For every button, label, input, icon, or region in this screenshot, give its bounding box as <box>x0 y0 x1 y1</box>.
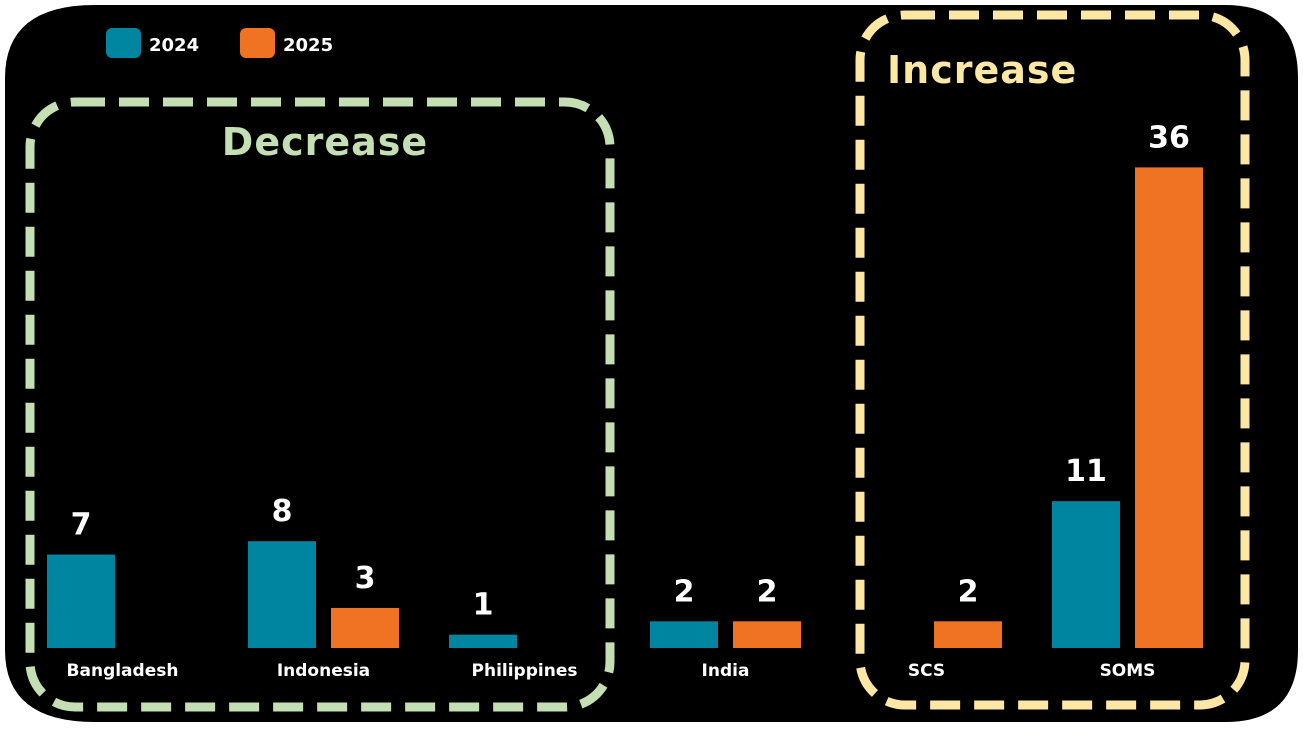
decrease-annotation-label: Decrease <box>222 120 428 164</box>
increase-annotation-box <box>855 10 1250 710</box>
tick-label-indonesia: Indonesia <box>277 661 370 681</box>
bar-philippines-2024 <box>449 634 517 648</box>
chart-background <box>5 5 1298 722</box>
data-label-indonesia-2024: 8 <box>272 494 293 529</box>
data-label-soms-2025: 36 <box>1148 120 1190 155</box>
bar-indonesia-2025 <box>331 607 399 648</box>
legend-label-2025: 2025 <box>283 35 333 56</box>
data-label-india-2024: 2 <box>674 574 695 609</box>
decrease-annotation-box <box>25 97 615 712</box>
data-label-bangladesh-2024: 7 <box>71 508 92 543</box>
data-label-scs-2025: 2 <box>958 574 979 609</box>
tick-label-soms: SOMS <box>1100 661 1156 681</box>
bars-group: 7 8 3 1 2 2 2 11 36 <box>47 120 1203 648</box>
legend-swatch-2025 <box>240 28 275 58</box>
tick-label-scs: SCS <box>908 661 945 681</box>
legend-label-2024: 2024 <box>149 35 199 56</box>
tick-label-bangladesh: Bangladesh <box>67 661 179 681</box>
bar-soms-2025 <box>1135 167 1203 648</box>
data-label-philippines-2024: 1 <box>473 588 494 623</box>
legend: 2024 2025 <box>106 28 333 58</box>
bar-bangladesh-2024 <box>47 554 115 648</box>
bar-soms-2024 <box>1052 501 1120 648</box>
bar-indonesia-2024 <box>248 541 316 648</box>
bar-india-2025 <box>733 621 801 648</box>
x-axis-tick-labels: Bangladesh Indonesia Philippines India SCS SO… <box>67 661 1156 681</box>
increase-annotation-label: Increase <box>887 48 1077 92</box>
bar-india-2024 <box>650 621 718 648</box>
data-label-indonesia-2025: 3 <box>355 561 376 596</box>
tick-label-philippines: Philippines <box>472 661 578 681</box>
legend-swatch-2024 <box>106 28 141 58</box>
data-label-soms-2024: 11 <box>1065 454 1107 489</box>
bar-scs-2025 <box>934 621 1002 648</box>
data-label-india-2025: 2 <box>757 574 778 609</box>
tick-label-india: India <box>702 661 750 681</box>
